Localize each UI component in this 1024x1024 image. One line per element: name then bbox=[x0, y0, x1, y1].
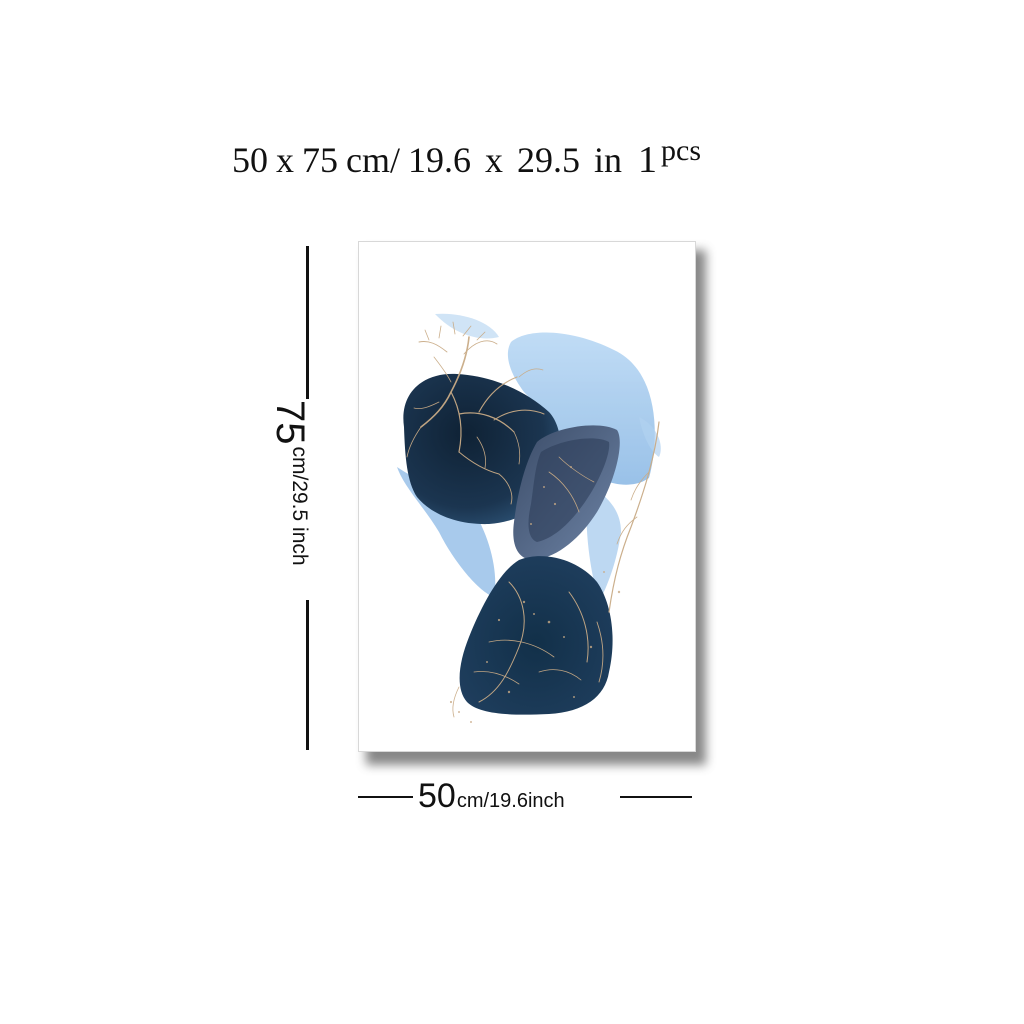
height-unit: cm/29.5 inch bbox=[288, 446, 311, 566]
width-dimension-line-right bbox=[620, 796, 692, 798]
title-times-1: x bbox=[276, 140, 294, 180]
gold-branch-texture bbox=[406, 321, 660, 718]
height-dimension-line-top bbox=[306, 246, 309, 399]
height-dimension-line-bottom bbox=[306, 600, 309, 750]
width-dimension-line-left bbox=[358, 796, 413, 798]
height-value: 75 bbox=[268, 400, 312, 445]
gold-speckles bbox=[449, 466, 621, 723]
size-title: 50 x 75 cm/19.6 x 29.5 in 1 pcs bbox=[232, 130, 822, 190]
title-times-2: x bbox=[484, 140, 503, 180]
width-value: 50 bbox=[418, 777, 456, 815]
title-width-cm: 50 bbox=[232, 140, 268, 180]
title-unit-cm: cm/ bbox=[346, 140, 400, 180]
title-unit-in: in bbox=[593, 140, 622, 180]
abstract-artwork bbox=[397, 313, 661, 723]
title-quantity: 1 bbox=[638, 139, 657, 181]
canvas-print bbox=[358, 241, 696, 752]
title-quantity-unit: pcs bbox=[661, 134, 701, 167]
width-unit: cm/19.6inch bbox=[456, 790, 565, 812]
title-width-in: 19.6 bbox=[407, 140, 471, 180]
title-height-in: 29.5 bbox=[516, 140, 580, 180]
title-height-cm: 75 bbox=[302, 140, 338, 180]
width-dimension-label: 50cm/19.6inch bbox=[418, 776, 565, 816]
